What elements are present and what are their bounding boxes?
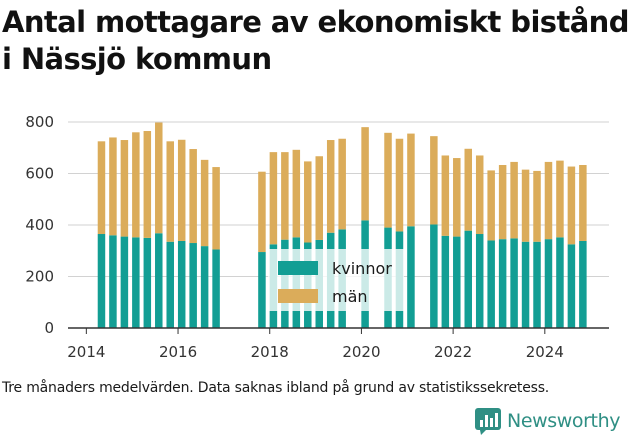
bar-man-15	[304, 161, 312, 243]
bar-kvinnor-27	[475, 234, 484, 328]
bar-man-6	[166, 141, 174, 242]
brand-logo[interactable]: Newsworthy	[474, 406, 620, 436]
x-tick-label-2018: 2018	[251, 343, 289, 361]
bar-man-10	[212, 167, 220, 250]
bar-man-8	[189, 149, 197, 244]
bar-kvinnor-4	[143, 237, 152, 328]
bar-man-33	[544, 161, 553, 240]
bar-man-22	[407, 133, 415, 227]
bar-man-11	[258, 171, 266, 253]
bar-kvinnor-34	[556, 237, 564, 328]
bar-kvinnor-7	[177, 240, 186, 328]
x-tick-label-2020: 2020	[342, 343, 380, 361]
bar-man-29	[498, 165, 507, 240]
bar-man-1	[109, 137, 117, 236]
bar-man-0	[97, 141, 106, 235]
bar-man-31	[521, 169, 530, 242]
stacked-bar-chart: 0 200 400 600 800 2014 2016 2018 2020 2022 2024 kv…	[25, 113, 609, 361]
bar-kvinnor-11	[258, 252, 266, 328]
x-tick-label-2014: 2014	[67, 343, 105, 361]
bar-kvinnor-31	[521, 241, 530, 328]
bar-kvinnor-32	[533, 241, 541, 328]
footnote: Tre månaders medelvärden. Data saknas ib…	[2, 380, 550, 396]
bar-kvinnor-23	[430, 224, 438, 328]
bar-man-24	[441, 155, 450, 236]
brand-name: Newsworthy	[507, 410, 621, 432]
bar-kvinnor-28	[487, 240, 495, 328]
bar-kvinnor-25	[453, 236, 461, 328]
axes: 0 200 400 600 800 2014 2016 2018 2020 2022 2024	[25, 113, 609, 361]
bar-kvinnor-8	[189, 243, 197, 328]
y-tick-label-200: 200	[25, 268, 54, 286]
bar-man-25	[453, 158, 461, 237]
bar-man-36	[579, 165, 587, 241]
bar-man-27	[475, 155, 484, 235]
bar-man-23	[430, 136, 438, 225]
y-tick-label-0: 0	[44, 319, 54, 337]
bar-man-19	[361, 127, 369, 221]
bar-man-34	[556, 160, 564, 238]
x-tick-label-2022: 2022	[434, 343, 472, 361]
bar-man-12	[269, 152, 278, 245]
bar-kvinnor-0	[97, 234, 106, 328]
bar-kvinnor-3	[132, 237, 140, 328]
bar-kvinnor-29	[498, 239, 507, 328]
bar-man-4	[143, 131, 152, 238]
bar-man-14	[292, 149, 301, 238]
bar-kvinnor-36	[579, 240, 587, 328]
bar-man-18	[338, 138, 346, 230]
y-tick-label-400: 400	[25, 216, 54, 234]
bar-kvinnor-9	[200, 246, 209, 328]
bar-kvinnor-26	[464, 230, 472, 328]
legend-label-man: män	[332, 287, 368, 306]
bar-kvinnor-33	[544, 239, 553, 328]
newsworthy-bar-chart-logo-icon	[475, 408, 501, 435]
y-tick-label-600: 600	[25, 165, 54, 183]
bar-man-3	[132, 132, 140, 238]
bar-man-13	[281, 152, 289, 240]
bar-kvinnor-22	[407, 226, 415, 328]
legend-label-kvinnor: kvinnor	[332, 259, 392, 278]
bar-man-35	[567, 166, 576, 245]
y-tick-label-800: 800	[25, 113, 54, 131]
bar-man-5	[155, 122, 163, 234]
bar-man-17	[326, 140, 335, 233]
bar-kvinnor-24	[441, 235, 450, 328]
bar-kvinnor-30	[510, 238, 518, 328]
bar-man-26	[464, 148, 472, 231]
bar-kvinnor-6	[166, 241, 174, 328]
bar-man-16	[315, 156, 323, 240]
bar-man-2	[120, 140, 129, 237]
bar-kvinnor-35	[567, 244, 576, 328]
bar-kvinnor-5	[155, 233, 163, 328]
bar-man-20	[384, 132, 392, 228]
bar-man-30	[510, 161, 518, 239]
legend-swatch-kvinnor	[278, 261, 318, 275]
bar-kvinnor-1	[109, 235, 117, 328]
legend: kvinnor män	[268, 249, 404, 311]
bar-man-9	[200, 159, 209, 247]
bar-man-28	[487, 170, 495, 241]
bar-kvinnor-10	[212, 249, 220, 328]
bar-man-21	[395, 138, 404, 232]
bar-man-7	[177, 139, 186, 241]
x-tick-label-2016: 2016	[159, 343, 197, 361]
x-tick-label-2024: 2024	[526, 343, 564, 361]
bar-man-32	[533, 170, 541, 242]
chart-title: Antal mottagare av ekonomiskt bistånd i …	[2, 5, 629, 76]
bar-kvinnor-2	[120, 236, 129, 328]
legend-swatch-man	[278, 289, 318, 303]
